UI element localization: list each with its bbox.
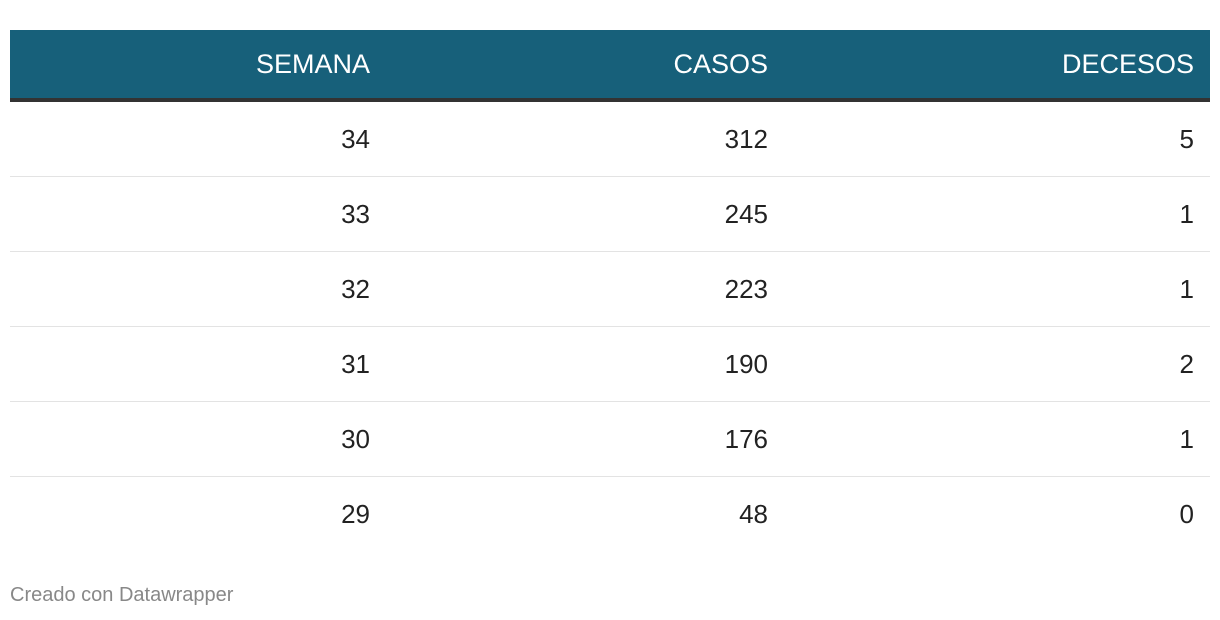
- column-header: SEMANA: [255, 48, 370, 79]
- footer-credit: Creado con Datawrapper: [10, 584, 234, 606]
- table-cell: 33: [341, 198, 370, 229]
- table-row: 30 176 1: [10, 402, 1210, 477]
- table-cell: 1: [1179, 273, 1194, 304]
- table-cell: 30: [341, 423, 370, 454]
- table-row: 33 245 1: [10, 177, 1210, 252]
- column-header: CASOS: [673, 48, 768, 79]
- table-header: SEMANA CASOS DECESOS: [10, 30, 1210, 102]
- table-cell: 1: [1179, 423, 1194, 454]
- table-row: 31 190 2: [10, 327, 1210, 402]
- table-row: 29 48 0: [10, 477, 1210, 551]
- table-cell: 32: [341, 273, 370, 304]
- table-cell: 31: [341, 348, 370, 379]
- table-cell: 34: [341, 123, 370, 154]
- table-cell: 5: [1179, 123, 1194, 154]
- table-row: 34 312 5: [10, 102, 1210, 177]
- table-cell: 190: [724, 348, 768, 379]
- table-cell: 1: [1179, 198, 1194, 229]
- table-cell: 48: [739, 498, 768, 529]
- table-cell: 2: [1179, 348, 1194, 379]
- column-header: DECESOS: [1061, 48, 1194, 79]
- table-row: 32 223 1: [10, 252, 1210, 327]
- table-cell: 29: [341, 498, 370, 529]
- table-cell: 245: [724, 198, 768, 229]
- table: SEMANA CASOS DECESOS 34 312 5 33 245 1 32 223 1 3…: [10, 30, 1210, 551]
- table-cell: 223: [724, 273, 768, 304]
- table-cell: 312: [724, 123, 768, 154]
- table-cell: 176: [724, 423, 768, 454]
- table-cell: 0: [1179, 498, 1194, 529]
